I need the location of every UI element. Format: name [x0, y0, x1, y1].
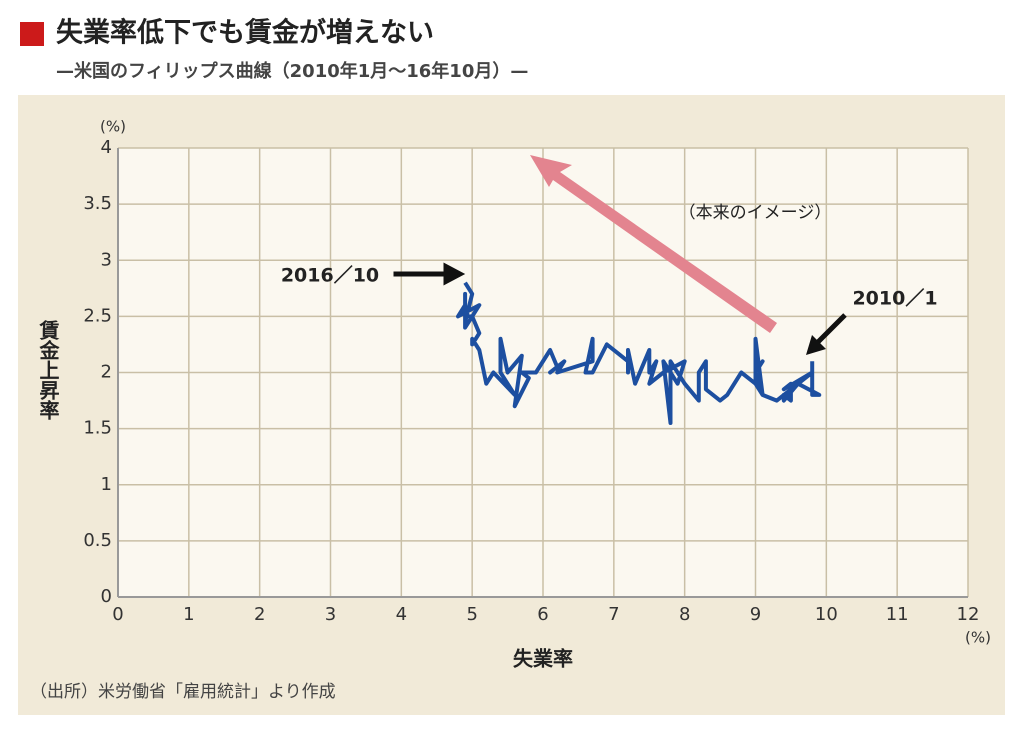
x-axis-label: 失業率: [513, 647, 573, 671]
y-tick-label: 1.5: [83, 418, 112, 439]
source-note: （出所）米労働省「雇用統計」より作成: [30, 682, 336, 702]
annotation: 2016／10: [281, 264, 379, 287]
x-unit: (%): [965, 629, 991, 647]
plot-area: 00.511.522.533.540 1 2 3 4 5 6 7 8 9 10 11 12: [83, 137, 979, 625]
x-tick-label: 1: [183, 604, 194, 625]
arrow-2010: [813, 313, 847, 347]
annotation: （本来のイメージ）: [679, 203, 832, 223]
y-axis-label: 賃金上昇率: [36, 319, 60, 421]
y-tick-label: 4: [101, 137, 112, 158]
image-arrow: [530, 155, 777, 333]
arrow-2010-head: [806, 335, 826, 355]
chart-subtitle: —米国のフィリップス曲線（2010年1月～16年10月）—: [56, 60, 528, 82]
x-tick-label: 4: [396, 604, 407, 625]
x-tick-label: 12: [957, 604, 980, 625]
y-tick-label: 3.5: [83, 193, 112, 214]
x-tick-label: 7: [608, 604, 619, 625]
x-tick-label: 3: [325, 604, 336, 625]
chart-title: 失業率低下でも賃金が増えない: [56, 17, 434, 49]
title-marker: [20, 22, 44, 46]
y-unit: (%): [100, 118, 126, 136]
arrow-2016: [393, 262, 466, 286]
y-tick-label: 1: [101, 474, 112, 495]
x-tick-label: 11: [886, 604, 909, 625]
y-tick-label: 0.5: [83, 530, 112, 551]
y-tick-label: 2.5: [83, 305, 112, 326]
y-tick-label: 0: [101, 586, 112, 607]
x-tick-label: 2: [254, 604, 265, 625]
y-tick-label: 2: [101, 362, 112, 383]
y-tick-label: 3: [101, 249, 112, 270]
annotation: 2010／1: [852, 287, 937, 310]
x-tick-label: 10: [815, 604, 838, 625]
x-tick-label: 9: [750, 604, 761, 625]
x-tick-label: 6: [537, 604, 548, 625]
data-line: [456, 281, 822, 425]
x-tick-label: 0: [112, 604, 123, 625]
x-tick-label: 8: [679, 604, 690, 625]
x-tick-label: 5: [466, 604, 477, 625]
